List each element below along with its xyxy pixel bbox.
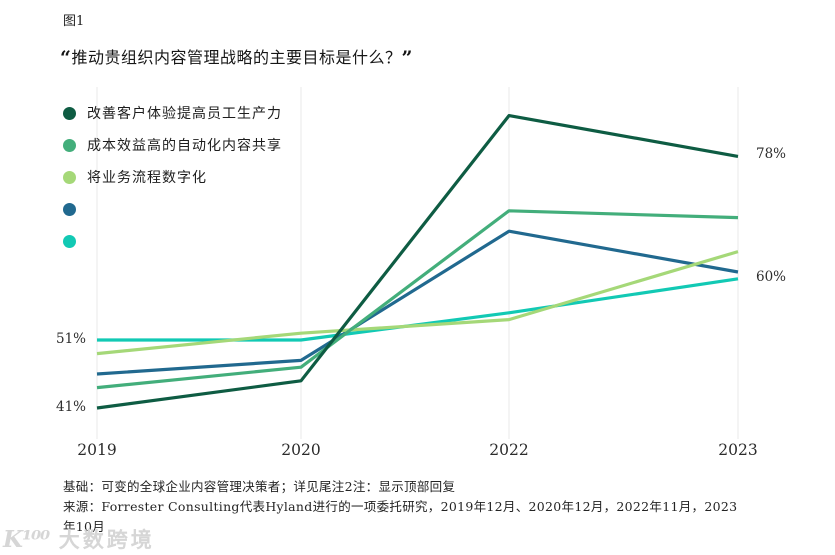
legend-item: 改善客户体验提高员工生产力 [63,97,282,129]
legend-item [63,193,282,225]
chart-title: “推动贵组织内容管理战略的主要目标是什么？” [60,44,413,69]
footnote-source: 来源：Forrester Consulting代表Hyland进行的一项委托研究… [63,499,738,534]
legend-swatch-icon [63,138,76,152]
legend-label: 成本效益高的自动化内容共享 [87,138,282,154]
close-quote: ” [401,47,413,69]
watermark-text: 大数跨境 [58,527,155,552]
series-line [96,250,739,356]
legend-label: 将业务流程数字化 [87,170,207,186]
chart-legend: 改善客户体验提高员工生产力 成本效益高的自动化内容共享 将业务流程数字化 [63,97,282,257]
open-quote: “ [60,47,72,69]
series-line [96,229,739,376]
legend-swatch-icon [63,202,76,216]
legend-label: 改善客户体验提高员工生产力 [87,106,282,122]
legend-swatch-icon [63,170,76,184]
watermark-logo-icon: K¹⁰⁰ [3,526,50,553]
legend-swatch-icon [63,234,76,248]
legend-swatch-icon [63,106,76,120]
footnote-base: 基础：可变的全球企业内容管理决策者；详见尾注2注：显示顶部回复 [63,479,456,494]
watermark: K¹⁰⁰ 大数跨境 [3,524,155,554]
chart-title-text: 推动贵组织内容管理战略的主要目标是什么？ [71,48,402,67]
series-line [96,209,739,390]
legend-item: 将业务流程数字化 [63,161,282,193]
legend-item [63,225,282,257]
figure-label: 图1 [63,14,85,29]
legend-item: 成本效益高的自动化内容共享 [63,129,282,161]
series-line [96,113,739,410]
footnotes: 基础：可变的全球企业内容管理决策者；详见尾注2注：显示顶部回复 来源：Forre… [63,477,739,537]
